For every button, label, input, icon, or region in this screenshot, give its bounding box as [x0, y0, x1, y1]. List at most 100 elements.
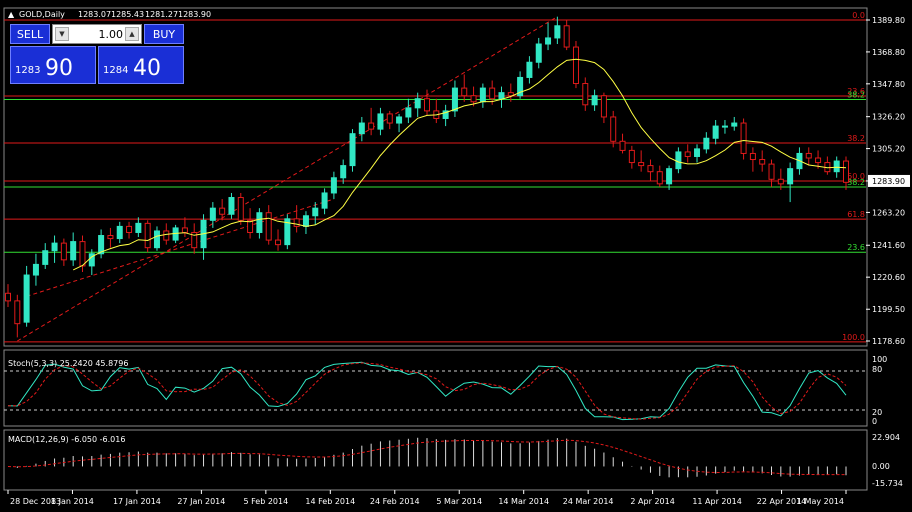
- price-axis-label: 1199.50: [872, 305, 905, 314]
- candle-body: [32, 263, 39, 276]
- collapse-arrow-icon[interactable]: ▲: [8, 10, 15, 19]
- ma-line: [72, 58, 847, 271]
- candle-body: [126, 225, 133, 233]
- candle-body: [479, 87, 486, 103]
- stoch-signal-line: [7, 362, 847, 420]
- candle-body: [70, 241, 77, 261]
- price-axis-label: 1305.20: [872, 145, 905, 154]
- price-axis-label: 1368.80: [872, 48, 905, 57]
- candle-body: [777, 178, 784, 185]
- lot-increase-icon[interactable]: ▲: [125, 27, 139, 41]
- candle-body: [98, 235, 105, 255]
- macd-axis-label: 22.904: [872, 433, 900, 442]
- sell-price-major: 1283: [15, 65, 41, 76]
- candle-body: [228, 197, 235, 215]
- lot-size-control: ▼ ▲: [52, 24, 142, 44]
- price-axis-label: 1220.60: [872, 273, 905, 282]
- candle-body: [731, 122, 738, 127]
- candle-body: [424, 98, 430, 112]
- price-axis-label: 1263.20: [872, 208, 905, 217]
- candle-body: [51, 242, 58, 252]
- one-click-trading-panel: SELL ▼ ▲ BUY 1283 90 1284 40: [8, 22, 186, 84]
- candle-body: [349, 133, 356, 167]
- sell-price-box[interactable]: 1283 90: [10, 46, 96, 84]
- candle-body: [312, 207, 319, 217]
- candle-body: [843, 160, 849, 183]
- buy-button[interactable]: BUY: [144, 24, 184, 44]
- fib-level-label: 38.2: [847, 134, 865, 143]
- candle-body: [144, 222, 151, 249]
- candle-body: [656, 171, 663, 185]
- buy-price-major: 1284: [103, 65, 129, 76]
- candle-body: [79, 241, 86, 267]
- candle-body: [116, 225, 123, 240]
- ohlc-low: 1281.27: [145, 10, 178, 19]
- sell-price-pips: 90: [45, 56, 73, 81]
- candle-body: [498, 92, 505, 100]
- macd-axis-label: -15.734: [872, 479, 903, 488]
- candle-body: [535, 43, 542, 63]
- candle-body: [666, 168, 673, 185]
- candle-body: [5, 292, 11, 302]
- ohlc-high: 1285.43: [111, 10, 144, 19]
- stoch-axis-label: 0: [872, 417, 877, 426]
- candle-body: [619, 140, 626, 151]
- candle-body: [181, 227, 188, 233]
- candle-body: [451, 87, 458, 112]
- stoch-axis-label: 20: [872, 408, 882, 417]
- date-axis-label: 24 Mar 2014: [563, 497, 614, 506]
- trendline-lower: [26, 198, 335, 297]
- candle-body: [600, 95, 607, 118]
- candle-body: [721, 125, 728, 128]
- candle-body: [610, 116, 617, 142]
- candle-body: [507, 92, 514, 97]
- candle-body: [60, 242, 67, 261]
- candle-body: [302, 215, 309, 227]
- candle-body: [759, 159, 766, 165]
- candle-body: [275, 239, 282, 246]
- current-price-label: 1283.90: [872, 177, 905, 186]
- fib-level-label: 23.6: [847, 87, 865, 96]
- date-axis-label: 28 Dec 2013: [10, 497, 61, 506]
- candle-body: [572, 46, 579, 85]
- fib-level-label: 50.0: [847, 172, 865, 181]
- lot-decrease-icon[interactable]: ▼: [55, 27, 69, 41]
- candle-body: [684, 151, 691, 157]
- buy-price-pips: 40: [133, 56, 161, 81]
- candle-body: [135, 222, 142, 233]
- candle-body: [414, 98, 421, 109]
- macd-indicator: 22.904 0.00 -15.734: [7, 433, 903, 488]
- candle-body: [247, 219, 254, 233]
- fib-level-label: 38.2: [847, 178, 865, 187]
- symbol-label: GOLD,Daily: [19, 10, 65, 19]
- candle-body: [489, 87, 496, 100]
- candle-body: [787, 168, 794, 185]
- stoch-axis-label: 80: [872, 365, 882, 374]
- price-axis-label: 1347.80: [872, 80, 905, 89]
- current-price-badge: [868, 174, 910, 187]
- candle-body: [209, 207, 216, 221]
- candle-body: [88, 253, 95, 267]
- price-axis-label: 1178.60: [872, 337, 905, 346]
- candle-body: [368, 122, 375, 130]
- candle-body: [526, 61, 533, 78]
- date-axis-label: 17 Jan 2014: [113, 497, 161, 506]
- price-axis: 1389.80 1368.80 1347.80 1326.20 1305.20 1283.…: [866, 16, 910, 346]
- lot-size-input[interactable]: [71, 26, 123, 42]
- ohlc-open: 1283.07: [78, 10, 111, 19]
- candle-body: [470, 95, 477, 103]
- candle-body: [284, 218, 291, 246]
- candle-body: [461, 87, 468, 97]
- buy-price-box[interactable]: 1284 40: [98, 46, 184, 84]
- candle-body: [23, 274, 30, 323]
- date-axis-label: 14 Feb 2014: [305, 497, 355, 506]
- candle-body: [330, 177, 337, 194]
- trendlines: [17, 16, 558, 342]
- fib-level-label: 61.8: [847, 210, 865, 219]
- candle-body: [265, 212, 272, 241]
- sell-button[interactable]: SELL: [10, 24, 50, 44]
- price-axis-label: 1241.60: [872, 241, 905, 250]
